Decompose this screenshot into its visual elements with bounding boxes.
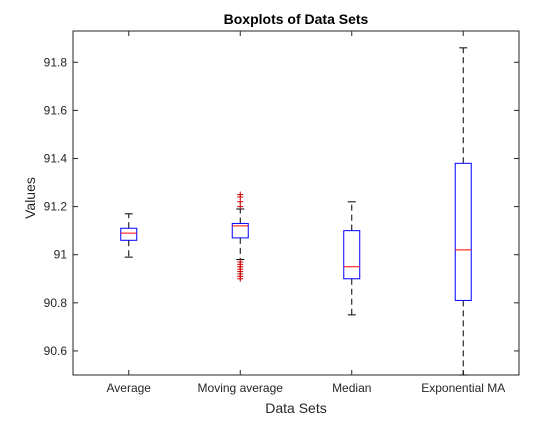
box — [343, 230, 361, 280]
y-tick-label: 91.4 — [44, 151, 68, 165]
plot-area: 90.6 90.8 91 91.2 91.4 91.6 91.8 Average Moving … — [44, 30, 520, 395]
x-tick-label: Exponential MA — [421, 381, 505, 395]
outlier-point — [237, 191, 244, 198]
y-tick-label: 91.2 — [44, 200, 68, 214]
y-axis-label: Values — [22, 177, 38, 219]
x-tick-label: Median — [332, 381, 371, 395]
y-tick-label: 90.6 — [44, 344, 68, 358]
y-tick-label: 91.8 — [44, 55, 68, 69]
y-tick-label: 91.6 — [44, 103, 68, 117]
axes-frame — [72, 30, 520, 376]
box — [120, 227, 138, 241]
x-tick-label: Average — [107, 381, 152, 395]
box — [454, 162, 472, 301]
outlier-point — [237, 258, 244, 265]
x-axis-label: Data Sets — [265, 400, 326, 416]
y-tick-label: 90.8 — [44, 296, 68, 310]
chart-title: Boxplots of Data Sets — [224, 11, 369, 27]
y-tick-label: 91 — [54, 248, 68, 262]
box — [231, 222, 249, 239]
x-tick-label: Moving average — [198, 381, 284, 395]
